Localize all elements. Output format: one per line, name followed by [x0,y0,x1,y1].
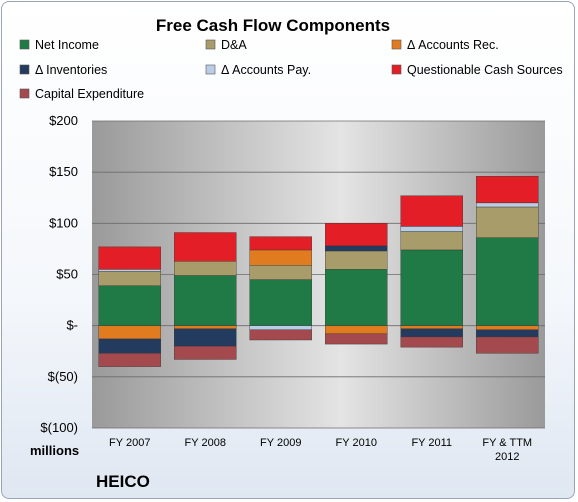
bar-segment [98,271,161,286]
bar-stack [476,176,539,354]
bar-stack [174,232,237,360]
legend-label: Δ Accounts Pay. [221,63,311,77]
legend-label: Δ Inventories [35,63,107,77]
legend-swatch [391,64,402,75]
bar-segment [98,353,161,367]
bar-segment [476,336,539,354]
x-tick-label: FY 2007 [109,437,150,449]
x-tick-label: FY 2009 [260,437,301,449]
bar-segment [476,206,539,238]
bar-segment [476,202,539,208]
legend-item: D&A [205,38,247,52]
bar-segment [174,260,237,276]
legend-label: Questionable Cash Sources [407,63,563,77]
bar-segment [325,325,388,335]
legend-label: D&A [221,38,247,52]
bar-segment [325,223,388,247]
bar-segment [400,325,463,329]
bar-segment [174,325,237,329]
y-tick-label: $150 [49,164,78,179]
legend-label: Capital Expenditure [35,87,144,101]
bar-segment [325,250,388,270]
bar-segment [325,333,388,345]
bar-segment [249,265,312,280]
bar-stack [98,246,161,367]
gridlines [92,120,545,429]
bars [98,176,539,367]
bar-stack [325,223,388,345]
legend-item: Capital Expenditure [19,87,144,101]
bar-segment [249,249,312,266]
bar-segment [400,231,463,251]
chart-title: Free Cash Flow Components [156,16,390,35]
bar-segment [249,279,312,326]
bar-segment [476,325,539,330]
bar-segment [400,226,463,232]
x-tick-label: FY 2008 [185,437,226,449]
x-tick-label: FY 2010 [336,437,377,449]
y-tick-label: $50 [56,267,78,282]
bar-segment [249,325,312,330]
legend-swatch [205,64,216,75]
bar-segment [476,329,539,338]
bar-stack [249,236,312,341]
y-tick-label: $(50) [48,369,78,384]
legend-item: Δ Accounts Rec. [391,38,499,52]
x-tick-label: FY & TTM 2012 [482,437,532,463]
bar-segment [400,195,463,227]
bar-segment [325,269,388,326]
bar-segment [249,329,312,341]
bar-segment [98,325,161,340]
bar-segment [476,237,539,326]
bar-segment [400,249,463,326]
legend-label: Δ Accounts Rec. [407,38,499,52]
y-tick-label: $(100) [40,420,78,435]
bar-segment [174,275,237,326]
y-tick-label: $- [66,318,78,333]
unit-label: millions [30,443,79,458]
y-tick-label: $200 [49,113,78,128]
x-tick-label: FY 2011 [411,437,452,449]
y-tick-label: $100 [49,215,78,230]
legend-label: Net Income [35,38,99,52]
bar-segment [476,176,539,204]
legend-swatch [19,64,30,75]
legend-item: Net Income [19,38,99,52]
bar-segment [325,245,388,252]
legend-swatch [19,88,30,99]
bar-segment [174,328,237,347]
bar-segment [98,285,161,326]
legend-swatch [19,39,30,50]
bar-segment [98,246,161,270]
bar-segment [98,338,161,354]
legend-swatch [205,39,216,50]
bar-segment [98,269,161,272]
bar-segment [174,232,237,262]
x-axis-ticks: FY 2007 FY 2008 FY 2009 FY 2010 FY 2011 FY & … [109,437,532,463]
company-label: HEICO [96,472,150,491]
bar-stack [400,195,463,348]
legend: Net Income D&A Δ Accounts Rec. Δ Inventorie… [19,38,563,101]
bar-segment [174,345,237,360]
legend-item: Questionable Cash Sources [391,63,563,77]
bar-segment [400,336,463,348]
legend-item: Δ Accounts Pay. [205,63,311,77]
bar-segment [249,236,312,251]
legend-swatch [391,39,402,50]
bar-segment [400,328,463,338]
legend-item: Δ Inventories [19,63,107,77]
y-axis-ticks: $200 $150 $100 $50 $- $(50) $(100) [40,113,78,435]
